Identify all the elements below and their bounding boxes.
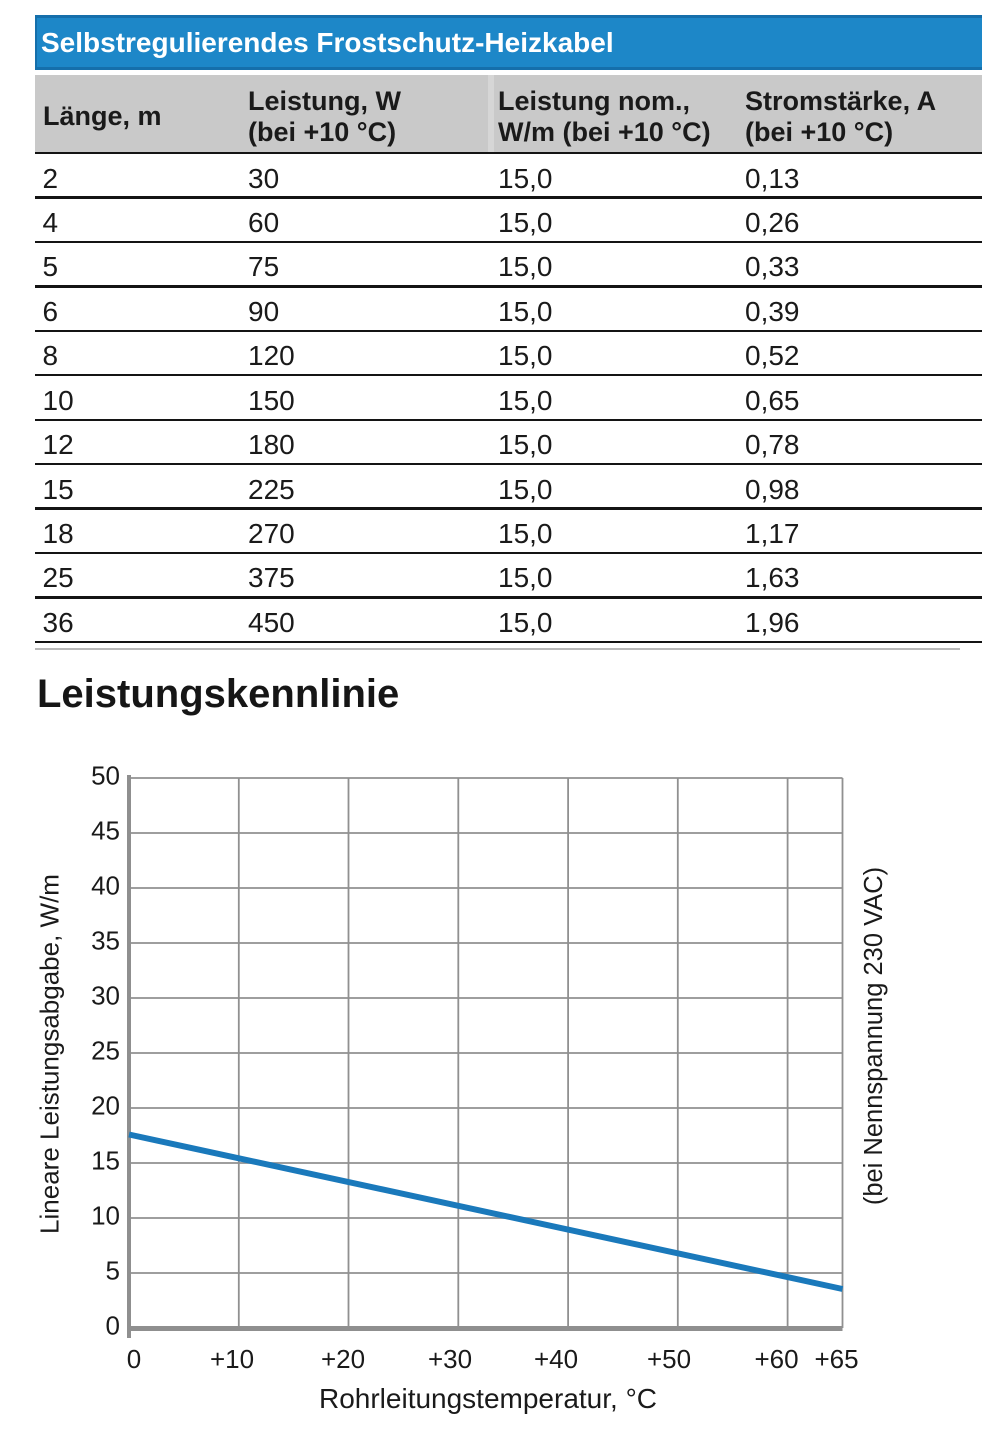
svg-text:30: 30 [91,981,120,1011]
svg-text:20: 20 [91,1091,120,1121]
svg-text:25: 25 [91,1036,120,1066]
svg-text:Lineare Leistungsabgabe, W/m: Lineare Leistungsabgabe, W/m [35,874,65,1234]
svg-text:5: 5 [106,1256,120,1286]
svg-text:+30: +30 [428,1344,472,1374]
svg-text:(bei Nennspannung 230 VAC): (bei Nennspannung 230 VAC) [860,867,888,1205]
svg-text:50: 50 [91,761,120,791]
svg-text:+20: +20 [321,1344,365,1374]
svg-text:10: 10 [91,1201,120,1231]
svg-text:+65: +65 [814,1344,858,1374]
svg-text:40: 40 [91,871,120,901]
svg-text:15: 15 [91,1146,120,1176]
svg-text:Rohrleitungstemperatur, °C: Rohrleitungstemperatur, °C [319,1383,657,1414]
svg-text:0: 0 [106,1311,120,1341]
svg-text:+10: +10 [210,1344,254,1374]
svg-text:45: 45 [91,816,120,846]
svg-text:0: 0 [127,1344,141,1374]
svg-text:35: 35 [91,926,120,956]
svg-text:+40: +40 [534,1344,578,1374]
svg-text:+50: +50 [647,1344,691,1374]
svg-text:+60: +60 [754,1344,798,1374]
